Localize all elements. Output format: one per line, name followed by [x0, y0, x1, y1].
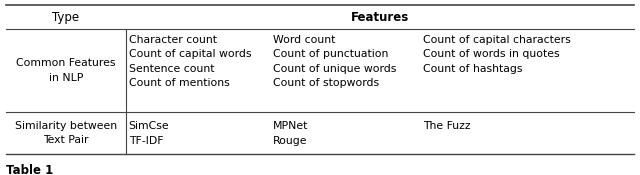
- Text: Word count
Count of punctuation
Count of unique words
Count of stopwords: Word count Count of punctuation Count of…: [273, 35, 396, 88]
- Text: Similarity between
Text Pair: Similarity between Text Pair: [15, 121, 117, 145]
- Text: Common Features
in NLP: Common Features in NLP: [16, 58, 116, 83]
- Text: The Fuzz: The Fuzz: [424, 121, 471, 131]
- Text: Count of capital characters
Count of words in quotes
Count of hashtags: Count of capital characters Count of wor…: [424, 35, 572, 74]
- Text: Features: Features: [351, 11, 409, 24]
- Text: Character count
Count of capital words
Sentence count
Count of mentions: Character count Count of capital words S…: [129, 35, 252, 88]
- Text: Type: Type: [52, 11, 79, 24]
- Text: MPNet
Rouge: MPNet Rouge: [273, 121, 308, 146]
- Text: Table 1: Table 1: [6, 164, 54, 175]
- Text: SimCse
TF-IDF: SimCse TF-IDF: [129, 121, 170, 146]
